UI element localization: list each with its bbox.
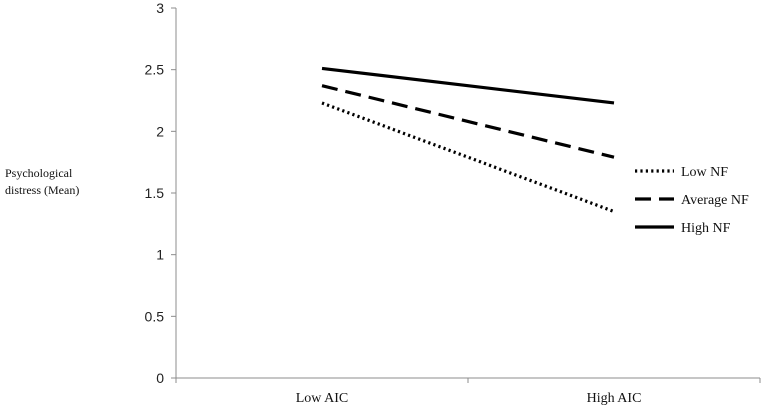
legend-label-2: High NF [681, 221, 731, 236]
y-axis-label-line-2: distress (Mean) [5, 183, 79, 197]
y-tick-label: 3 [156, 0, 164, 16]
x-tick-label: Low AIC [296, 391, 349, 406]
y-tick-label: 2.5 [145, 62, 165, 78]
y-tick-label: 1.5 [145, 185, 165, 201]
y-axis-label-line-1: Psychological [5, 166, 73, 180]
legend-label-0: Low NF [681, 165, 728, 180]
y-axis-label: Psychological distress (Mean) [5, 166, 79, 197]
y-tick-label: 2 [156, 123, 164, 139]
legend: Low NF Average NF High NF [635, 165, 749, 236]
series-line-2 [321, 66, 615, 105]
y-tick-label: 0.5 [145, 308, 165, 324]
legend-label-1: Average NF [681, 193, 749, 208]
x-tick-label: High AIC [587, 391, 642, 406]
x-ticks: Low AIC High AIC [175, 378, 761, 406]
y-ticks: 0 0.5 1 1.5 2 2.5 3 [145, 0, 176, 386]
series-line-0 [321, 101, 615, 213]
axes [175, 8, 760, 379]
y-tick-label: 1 [156, 247, 164, 263]
series-line-1 [321, 84, 615, 159]
y-tick-label: 0 [156, 370, 164, 386]
series-lines [321, 66, 615, 213]
